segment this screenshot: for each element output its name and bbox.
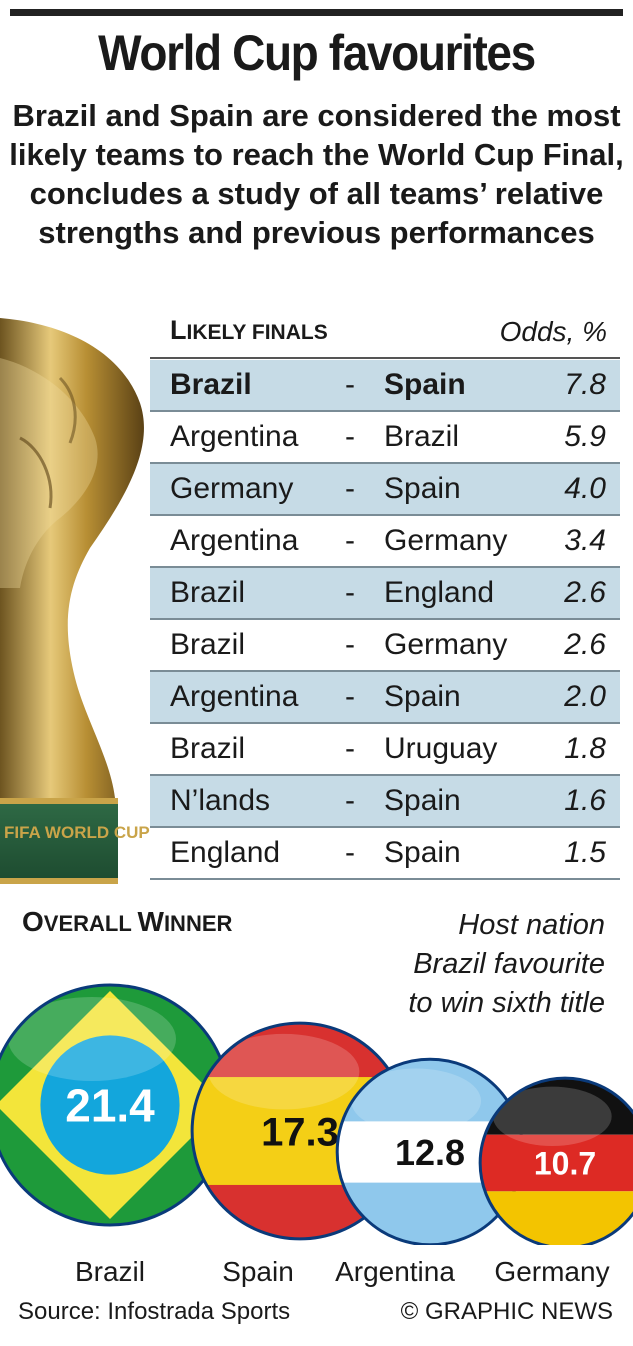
team-label: Argentina (335, 1256, 455, 1287)
table-row: N’lands - Spain 1.6 (150, 776, 620, 828)
team-one: Brazil (170, 576, 246, 609)
team-one: Brazil (170, 628, 246, 661)
separator: - (345, 368, 355, 401)
separator: - (345, 784, 355, 817)
team-two: Germany (384, 524, 508, 557)
separator: - (345, 836, 355, 869)
separator: - (345, 420, 355, 453)
table-row: Brazil - Uruguay 1.8 (150, 724, 620, 776)
table-top-rule (150, 357, 620, 359)
separator: - (345, 524, 355, 557)
team-two: Uruguay (384, 732, 498, 765)
team-two: Brazil (384, 420, 460, 453)
odds-value: 1.8 (564, 732, 606, 765)
likely-finals-table: Brazil - Spain 7.8 Argentina - Brazil 5.9 German… (150, 360, 620, 880)
separator: - (345, 576, 355, 609)
odds-value: 5.9 (564, 420, 606, 453)
bubble-value-label: 12.8 (395, 1132, 465, 1173)
bubble-brazil: 21.4 (0, 983, 232, 1227)
team-one: Argentina (170, 420, 299, 453)
odds-value: 4.0 (564, 472, 606, 505)
overall-winner-bubbles: 21.4 17.3 12.8 10.7 (0, 983, 633, 1245)
note-line: Brazil favourite (413, 948, 605, 980)
odds-value: 7.8 (564, 368, 606, 401)
table-row: Brazil - Spain 7.8 (150, 360, 620, 412)
odds-value: 1.5 (564, 836, 606, 869)
credit: © GRAPHIC NEWS (400, 1298, 613, 1325)
table-row: Brazil - England 2.6 (150, 568, 620, 620)
team-one: Brazil (170, 732, 246, 765)
odds-value: 1.6 (564, 784, 606, 817)
subtitle: Brazil and Spain are considered the most… (9, 98, 624, 250)
team-two: Spain (384, 784, 461, 817)
host-nation-note: Host nation Brazil favourite to win sixt… (408, 906, 605, 1023)
bubble-germany: 10.7 (478, 1076, 633, 1245)
team-one: Germany (170, 472, 294, 505)
odds-value: 2.6 (564, 576, 606, 609)
note-line: to win sixth title (408, 987, 605, 1019)
table-row: Argentina - Germany 3.4 (150, 516, 620, 568)
team-one: Brazil (170, 368, 252, 401)
likely-finals-heading: LIKELY FINALS (170, 315, 328, 345)
odds-value: 3.4 (564, 524, 606, 557)
team-label: Brazil (74, 1256, 145, 1287)
team-one: Argentina (170, 524, 299, 557)
note-line: Host nation (458, 909, 605, 941)
team-two: Spain (384, 472, 461, 505)
separator: - (345, 472, 355, 505)
team-one: Argentina (170, 680, 299, 713)
table-row: England - Spain 1.5 (150, 828, 620, 880)
table-row: Germany - Spain 4.0 (150, 464, 620, 516)
table-row: Brazil - Germany 2.6 (150, 620, 620, 672)
team-two: Spain (384, 836, 461, 869)
source-note: Source: Infostrada Sports (18, 1298, 291, 1325)
team-label: Germany (494, 1256, 610, 1287)
top-rule (10, 9, 623, 16)
team-label: Spain (222, 1256, 294, 1287)
bubble-value-label: 10.7 (534, 1146, 596, 1182)
team-two: Spain (384, 680, 461, 713)
separator: - (345, 732, 355, 765)
trophy-engraving: FIFA WORLD CUP (4, 823, 150, 842)
separator: - (345, 628, 355, 661)
odds-value: 2.6 (564, 628, 606, 661)
separator: - (345, 680, 355, 713)
table-row: Argentina - Brazil 5.9 (150, 412, 620, 464)
odds-value: 2.0 (564, 680, 606, 713)
team-two: Germany (384, 628, 508, 661)
bubble-value-label: 21.4 (65, 1080, 155, 1132)
team-one: England (170, 836, 281, 869)
table-row: Argentina - Spain 2.0 (150, 672, 620, 724)
bubble-value-label: 17.3 (261, 1110, 339, 1154)
team-two: Spain (384, 368, 466, 401)
overall-winner-heading: OVERALL WINNER (22, 906, 233, 937)
world-cup-trophy-illustration: FIFA WORLD CUP (0, 318, 150, 884)
odds-header: Odds, % (499, 316, 607, 347)
team-two: England (384, 576, 495, 609)
team-one: N’lands (170, 784, 271, 817)
page-title: World Cup favourites (98, 25, 536, 81)
